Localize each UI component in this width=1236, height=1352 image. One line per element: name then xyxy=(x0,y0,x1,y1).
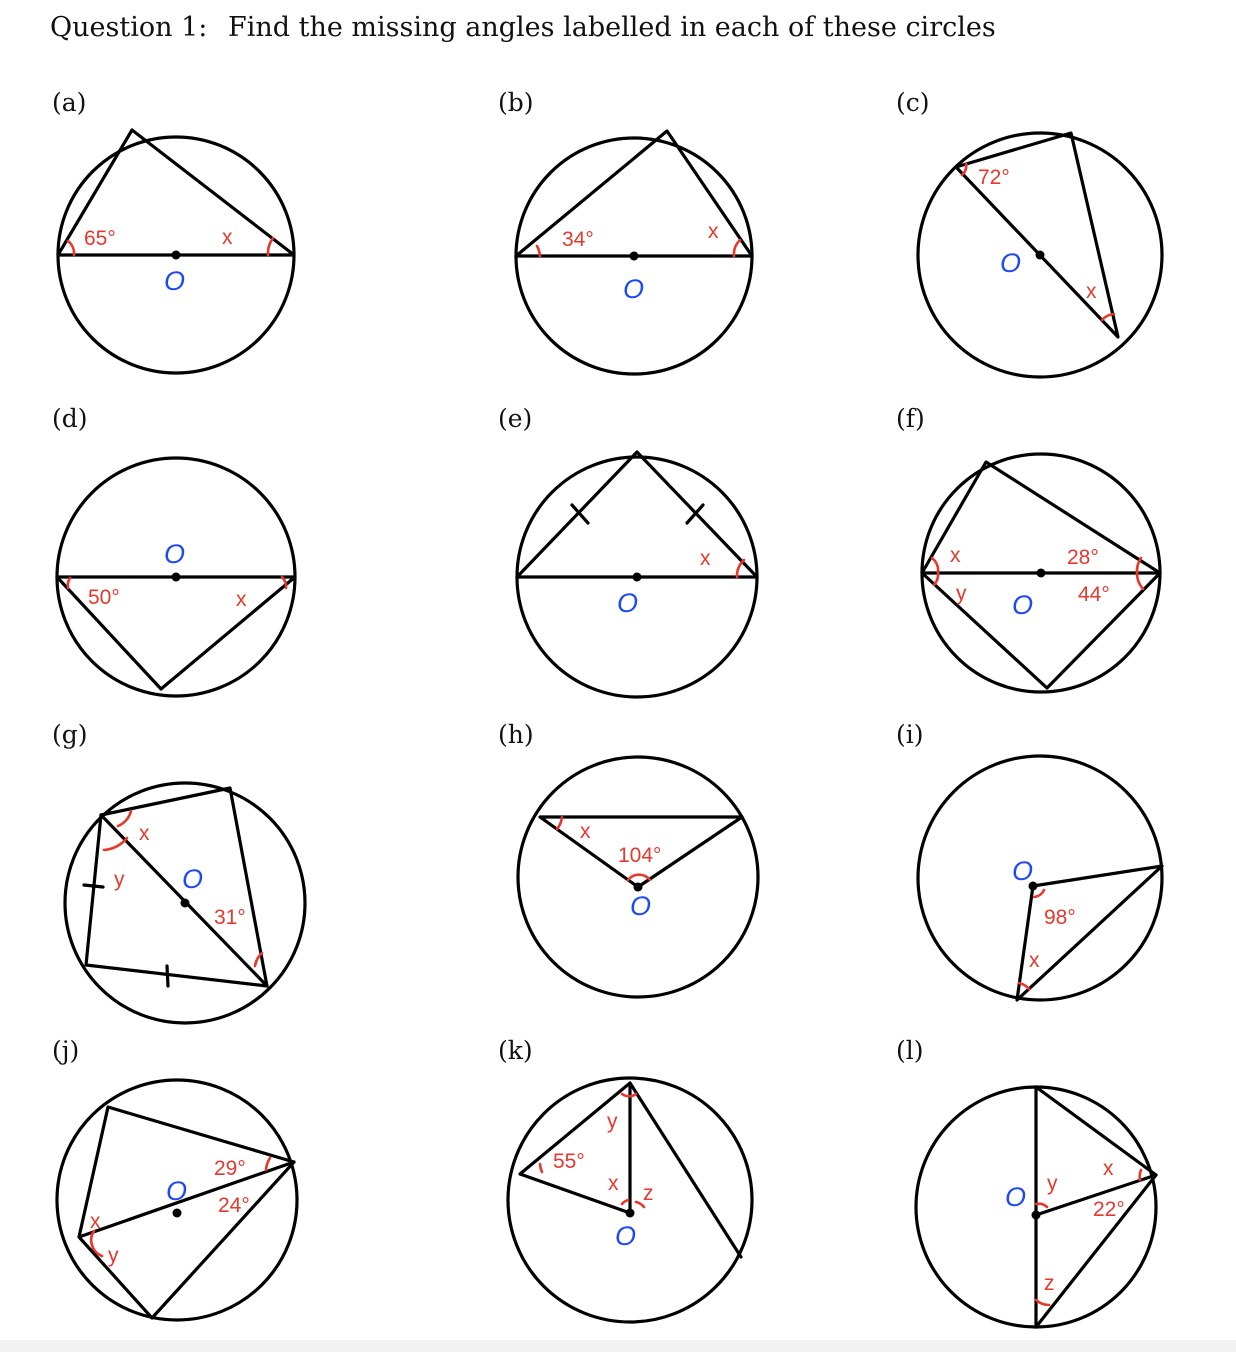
center-label-b: O xyxy=(623,274,644,304)
center-label-i: O xyxy=(1012,856,1033,886)
part-label-f: (f) xyxy=(896,404,925,433)
part-label-l: (l) xyxy=(896,1036,924,1065)
angle-label-g-x: x xyxy=(139,822,150,845)
page-bottom-edge xyxy=(0,1340,1236,1352)
angle-label-a-2: x xyxy=(222,226,233,249)
center-label-e: O xyxy=(617,588,638,618)
angle-label-l-y: y xyxy=(1047,1172,1058,1195)
angle-label-g-y: y xyxy=(114,868,125,891)
angle-label-j-y: y xyxy=(108,1244,119,1267)
angle-label-k-x: x xyxy=(608,1172,619,1195)
diagram-i xyxy=(916,754,1164,1002)
center-label-a: O xyxy=(164,266,185,296)
question-number: Question 1: xyxy=(50,12,208,43)
diagram-h xyxy=(516,755,760,999)
center-label-f: O xyxy=(1012,590,1033,620)
angle-label-g-31: 31° xyxy=(214,906,246,929)
angle-label-d-2: x xyxy=(236,588,247,611)
part-label-j: (j) xyxy=(52,1036,80,1065)
angle-label-k-y: y xyxy=(607,1110,618,1133)
center-label-k: O xyxy=(615,1221,636,1251)
angle-label-b-2: x xyxy=(708,220,719,243)
angle-label-c-2: x xyxy=(1086,280,1097,303)
center-label-l: O xyxy=(1005,1182,1026,1212)
part-label-b: (b) xyxy=(498,88,534,117)
question-instruction: Find the missing angles labelled in each… xyxy=(228,12,996,43)
angle-label-l-x: x xyxy=(1103,1157,1114,1180)
diagram-l xyxy=(914,1085,1158,1329)
angle-label-d-1: 50° xyxy=(88,586,120,609)
angle-label-f-y: y xyxy=(956,582,967,605)
angle-label-l-z: z xyxy=(1044,1272,1055,1295)
angle-label-f-28: 28° xyxy=(1067,546,1099,569)
angle-label-f-44: 44° xyxy=(1078,583,1110,606)
part-label-g: (g) xyxy=(52,720,88,749)
angle-label-b-1: 34° xyxy=(562,228,594,251)
angle-label-i-98: 98° xyxy=(1044,906,1076,929)
angle-label-i-x: x xyxy=(1029,949,1040,972)
part-label-d: (d) xyxy=(52,404,88,433)
part-label-c: (c) xyxy=(896,88,930,117)
angle-label-k-z: z xyxy=(643,1182,654,1205)
question-header: Question 1: Find the missing angles label… xyxy=(50,12,996,43)
part-label-h: (h) xyxy=(498,720,534,749)
angle-label-h-x: x xyxy=(580,820,591,843)
angle-label-e-1: x xyxy=(700,547,711,570)
part-label-i: (i) xyxy=(896,720,924,749)
angle-label-j-29: 29° xyxy=(214,1157,246,1180)
angle-label-j-x: x xyxy=(90,1210,101,1233)
center-label-g: O xyxy=(182,864,203,894)
angle-label-l-22: 22° xyxy=(1093,1198,1125,1221)
center-label-c: O xyxy=(1000,248,1021,278)
angle-label-a-1: 65° xyxy=(84,227,116,250)
angle-label-c-1: 72° xyxy=(978,166,1010,189)
diagram-k xyxy=(506,1076,754,1324)
angle-label-f-x: x xyxy=(950,544,961,567)
part-label-e: (e) xyxy=(498,404,533,433)
diagram-j xyxy=(55,1078,299,1322)
angle-label-j-24: 24° xyxy=(218,1194,250,1217)
angle-label-h-104: 104° xyxy=(618,844,661,867)
angle-label-k-55: 55° xyxy=(553,1150,585,1173)
center-label-d: O xyxy=(164,539,185,569)
center-label-h: O xyxy=(630,891,651,921)
part-label-k: (k) xyxy=(498,1036,533,1065)
part-label-a: (a) xyxy=(52,88,87,117)
center-label-j: O xyxy=(166,1176,187,1206)
